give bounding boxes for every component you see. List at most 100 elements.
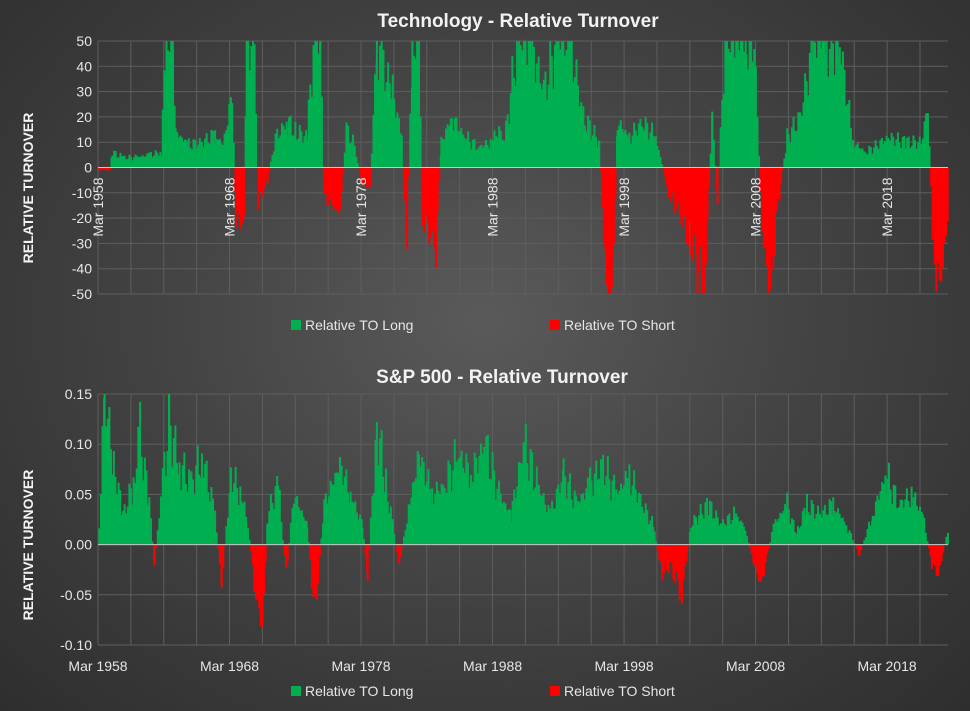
long-area-segment	[174, 128, 177, 168]
long-area-segment	[435, 481, 438, 545]
long-area-segment	[641, 127, 644, 168]
long-area-segment	[888, 462, 891, 545]
short-area-segment	[762, 167, 765, 248]
long-area-segment	[751, 61, 754, 168]
long-area-segment	[595, 136, 597, 168]
long-area-segment	[889, 489, 892, 545]
long-area-segment	[419, 116, 422, 168]
long-area-segment	[608, 479, 611, 545]
short-area-segment	[780, 167, 783, 184]
long-area-segment	[374, 74, 377, 168]
short-area-segment	[701, 167, 704, 294]
long-area-segment	[887, 139, 890, 168]
legend-long-label: Relative TO Long	[305, 317, 413, 333]
long-area-segment	[273, 509, 276, 545]
long-area-segment	[182, 141, 185, 168]
long-area-segment	[890, 133, 893, 168]
short-area-segment	[930, 544, 933, 569]
long-area-segment	[864, 537, 867, 545]
long-area-segment	[413, 481, 416, 545]
long-area-segment	[266, 523, 269, 545]
long-area-segment	[187, 138, 190, 168]
long-area-segment	[853, 542, 856, 545]
long-area-segment	[516, 486, 519, 545]
long-area-segment	[849, 127, 852, 168]
long-area-segment	[789, 142, 792, 168]
short-area-segment	[858, 544, 861, 556]
long-area-segment	[616, 130, 619, 168]
short-area-segment	[946, 167, 949, 222]
long-area-segment	[588, 467, 591, 545]
long-area-segment	[291, 507, 294, 545]
short-area-segment	[363, 167, 365, 182]
long-area-segment	[869, 147, 872, 168]
long-area-segment	[709, 153, 712, 168]
long-area-segment	[652, 526, 655, 545]
long-area-segment	[618, 490, 621, 545]
long-area-segment	[905, 488, 908, 545]
short-area-segment	[369, 167, 372, 188]
long-area-segment	[434, 494, 437, 545]
short-area-segment	[765, 167, 768, 266]
long-area-segment	[748, 41, 751, 168]
long-area-segment	[792, 117, 795, 168]
short-area-segment	[766, 544, 769, 554]
long-area-segment	[560, 41, 563, 168]
legend-short-swatch	[550, 686, 560, 696]
long-area-segment	[790, 127, 793, 168]
long-area-segment	[649, 520, 652, 545]
long-area-segment	[353, 145, 356, 168]
long-area-segment	[284, 129, 287, 168]
long-area-segment	[912, 135, 915, 168]
short-area-segment	[932, 544, 935, 565]
long-area-segment	[163, 451, 166, 545]
long-area-segment	[701, 514, 704, 545]
long-area-segment	[462, 467, 465, 545]
long-area-segment	[747, 69, 750, 168]
short-area-segment	[928, 544, 930, 549]
long-area-segment	[639, 118, 642, 168]
long-area-segment	[593, 124, 596, 168]
long-area-segment	[268, 511, 271, 545]
long-area-segment	[212, 130, 215, 168]
legend-long-label: Relative TO Long	[305, 683, 413, 699]
long-area-segment	[439, 494, 442, 545]
long-area-segment	[578, 502, 581, 545]
short-area-segment	[860, 544, 863, 550]
long-area-segment	[850, 533, 853, 545]
y-tick-label: -0.05	[60, 587, 92, 603]
long-area-segment	[563, 55, 566, 168]
long-area-segment	[577, 500, 580, 545]
legend-short-label: Relative TO Short	[564, 317, 675, 333]
short-area-segment	[609, 167, 612, 293]
long-area-segment	[546, 99, 549, 168]
long-area-segment	[526, 65, 529, 168]
long-area-segment	[562, 41, 565, 168]
short-area-segment	[329, 167, 332, 200]
long-area-segment	[384, 91, 387, 168]
short-area-segment	[153, 544, 156, 566]
long-area-segment	[580, 494, 583, 545]
long-area-segment	[917, 142, 920, 168]
long-area-segment	[198, 474, 201, 545]
long-area-segment	[800, 525, 803, 545]
long-area-segment	[475, 149, 478, 168]
long-area-segment	[910, 146, 913, 168]
long-area-segment	[393, 534, 396, 545]
long-area-segment	[226, 125, 229, 168]
long-area-segment	[714, 165, 717, 168]
long-area-segment	[508, 123, 511, 168]
long-area-segment	[106, 418, 109, 545]
long-area-segment	[573, 77, 576, 168]
y-tick-label: -50	[72, 286, 92, 302]
long-area-segment	[282, 125, 285, 168]
long-area-segment	[501, 139, 504, 168]
long-area-segment	[164, 475, 167, 545]
long-area-segment	[146, 153, 149, 168]
short-area-segment	[759, 544, 762, 580]
long-area-segment	[924, 532, 927, 545]
long-area-segment	[803, 507, 806, 545]
short-area-segment	[767, 544, 770, 550]
long-area-segment	[329, 480, 332, 545]
long-area-segment	[591, 135, 594, 168]
